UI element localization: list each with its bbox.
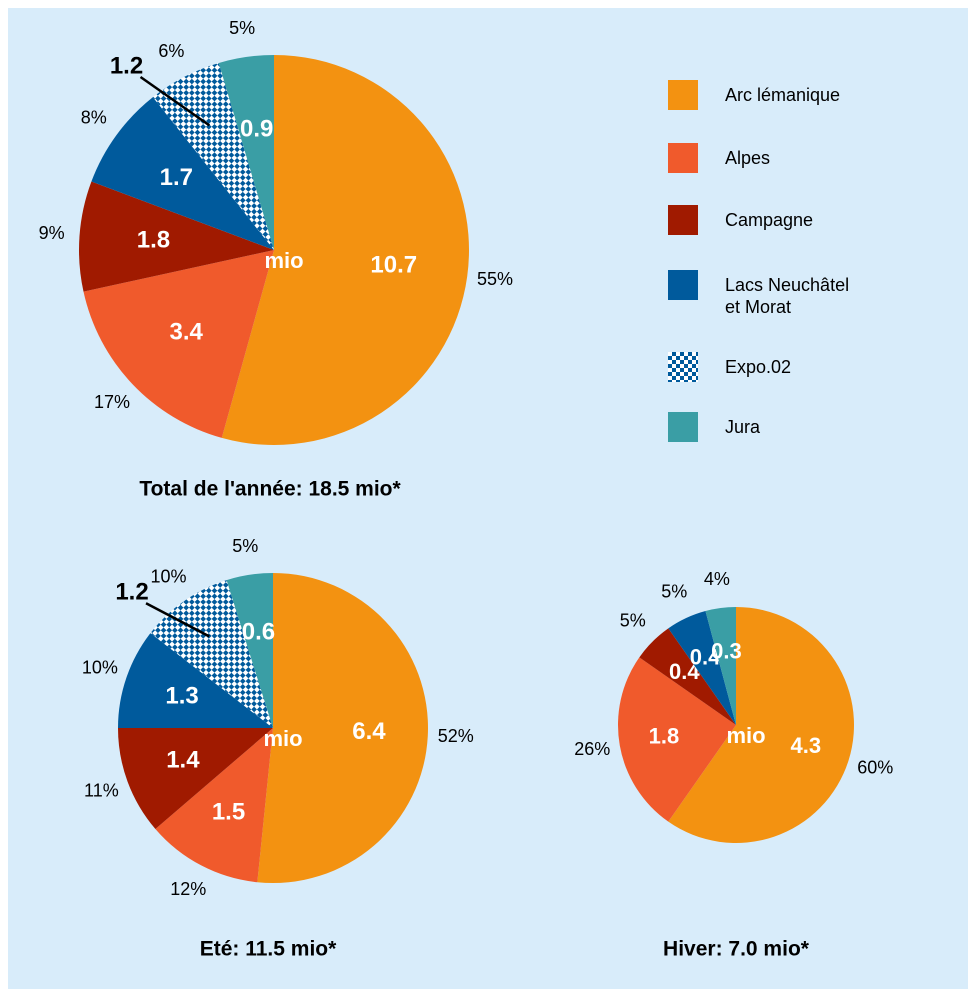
- percent-label: 10%: [150, 567, 186, 587]
- percent-label: 10%: [82, 658, 118, 678]
- percent-label: 6%: [158, 41, 184, 61]
- legend-label: Arc lémanique: [725, 85, 841, 105]
- value-label: 1.4: [166, 747, 200, 774]
- value-label: 1.7: [160, 164, 193, 191]
- pie-slice: [221, 55, 470, 445]
- legend-label: Expo.02: [725, 357, 792, 377]
- value-label: 1.5: [212, 799, 245, 826]
- pie-slice: [618, 657, 736, 822]
- pie-slice: [226, 573, 273, 728]
- pie-slice: [218, 55, 274, 250]
- center-label: mio: [264, 248, 303, 273]
- percent-label: 4%: [704, 569, 730, 589]
- legend-label: Campagne: [725, 210, 814, 230]
- legend-swatch: [668, 352, 698, 382]
- pie-slice: [150, 580, 273, 728]
- pie-slice: [91, 97, 274, 250]
- center-label: mio: [263, 726, 302, 751]
- pie-title: Hiver: 7.0 mio*: [663, 938, 810, 961]
- leader-line: [145, 602, 210, 638]
- value-label: 1.3: [165, 682, 198, 709]
- value-label: 0.3: [711, 638, 742, 663]
- pie-slice: [152, 62, 274, 250]
- legend-label: Lacs Neuchâtel et Morat: [725, 275, 850, 317]
- percent-label: 9%: [39, 223, 65, 243]
- pie-slice: [79, 181, 274, 292]
- legend-swatch: [668, 80, 698, 110]
- pie-slice: [668, 607, 854, 843]
- percent-label: 17%: [94, 392, 130, 412]
- legend-swatch: [668, 205, 698, 235]
- legend-label: Alpes: [725, 148, 771, 168]
- percent-label: 8%: [81, 107, 107, 127]
- pie-slice: [257, 573, 428, 883]
- pie-slice: [668, 611, 736, 725]
- pie-slice: [639, 628, 736, 725]
- pie-title: Eté: 11.5 mio*: [200, 938, 337, 961]
- legend-swatch: [668, 270, 698, 300]
- pie-slice: [118, 633, 273, 728]
- value-label: 1.8: [649, 724, 680, 749]
- value-label: 1.2: [115, 579, 148, 606]
- legend-swatch: [668, 412, 698, 442]
- pie-slice: [83, 250, 274, 438]
- value-label: 6.4: [352, 718, 386, 745]
- percent-label: 55%: [477, 269, 513, 289]
- percent-label: 5%: [620, 611, 646, 631]
- pie-slice: [155, 728, 273, 883]
- pie-title: Total de l'année: 18.5 mio*: [139, 478, 401, 501]
- percent-label: 11%: [84, 780, 119, 800]
- percent-label: 26%: [574, 739, 610, 759]
- value-label: 10.7: [370, 252, 417, 279]
- percent-label: 60%: [857, 758, 893, 778]
- value-label: 0.9: [240, 116, 273, 143]
- chart-frame: 55% 10.7 17% 3.4 9% 1.8 8% 1.7 6% 1.2 5% 0.9 mio Tota…: [8, 8, 968, 989]
- value-label: 4.3: [790, 733, 821, 758]
- percent-label: 5%: [661, 581, 687, 601]
- legend-swatch: [668, 143, 698, 173]
- value-label: 1.2: [110, 52, 143, 79]
- value-label: 1.8: [137, 227, 170, 254]
- leader-line: [139, 76, 211, 127]
- percent-label: 52%: [438, 726, 474, 746]
- legend-label: Jura: [725, 417, 761, 437]
- percent-label: 5%: [229, 18, 255, 38]
- chart: 55% 10.7 17% 3.4 9% 1.8 8% 1.7 6% 1.2 5% 0.9 mio Tota…: [39, 18, 894, 961]
- center-label: mio: [726, 723, 765, 748]
- value-label: 0.6: [242, 618, 275, 645]
- pie-slice: [118, 728, 273, 829]
- pie-slice: [705, 607, 736, 725]
- percent-label: 12%: [170, 879, 206, 899]
- percent-label: 5%: [232, 536, 258, 556]
- value-label: 3.4: [169, 318, 203, 345]
